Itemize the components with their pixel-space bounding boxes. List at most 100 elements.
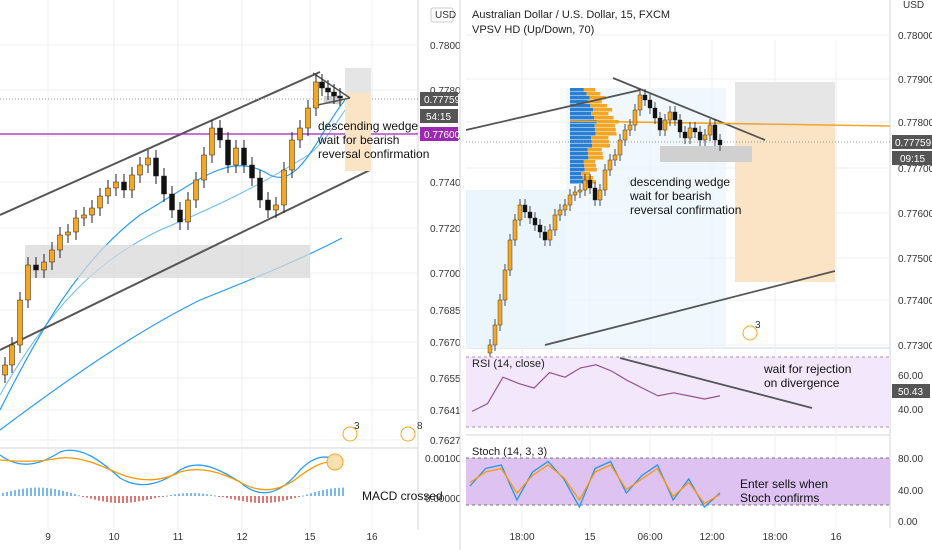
macd-histogram-bar <box>82 496 84 497</box>
rsi-value-tag <box>892 384 930 398</box>
volume-profile-bar-down <box>570 128 596 132</box>
macd-histogram-bar <box>74 494 76 496</box>
volume-profile-bar-up <box>593 116 614 120</box>
volume-profile-bar-down <box>570 172 581 176</box>
left-candle-body <box>121 181 127 191</box>
macd-histogram-bar <box>274 496 276 503</box>
right-y-tick: 0.77700 <box>898 164 932 175</box>
right-upper-trendline <box>465 89 641 131</box>
volume-profile-bar-up <box>583 160 596 164</box>
left-currency-badge[interactable] <box>430 7 454 23</box>
volume-profile-bar-up <box>584 164 596 168</box>
volume-profile-bar-down <box>570 156 589 160</box>
right-x-tick: 06:00 <box>637 532 662 543</box>
right-candle-body <box>567 194 573 206</box>
right-event-badge-icon[interactable] <box>742 325 758 341</box>
right-y-tick: 0.77500 <box>898 254 932 265</box>
projection-box-target <box>345 93 371 171</box>
right-candle-body <box>592 187 598 201</box>
vpsv-label: VPSV HD (Up/Down, 70) <box>472 24 594 36</box>
left-countdown-tag <box>420 109 458 123</box>
event-badge-icon[interactable] <box>342 426 358 442</box>
right-candle-body <box>522 204 528 213</box>
rsi-divergence-line <box>619 357 813 409</box>
left-level-tag-text: 0.77600 <box>424 130 461 141</box>
right-candle-body <box>617 139 623 156</box>
left-candle-body <box>257 177 263 201</box>
macd-histogram-bar <box>78 495 80 497</box>
event-badge-count: 3 <box>354 421 360 432</box>
volume-profile-bar-down <box>570 180 585 184</box>
macd-y-tick: 0.00100 <box>425 454 462 465</box>
stoch-series <box>469 460 721 509</box>
right-candle-body <box>507 239 513 271</box>
right-candle-body <box>672 111 678 121</box>
volume-profile-bar-up <box>581 172 590 176</box>
macd-histogram-bar <box>290 496 292 499</box>
left-candle-body <box>113 181 119 189</box>
macd-histogram-bar <box>186 493 188 496</box>
right-candle-body <box>552 214 558 231</box>
left-y-tick: 0.77400 <box>430 178 467 189</box>
left-candle-body <box>2 364 8 376</box>
right-candle-body <box>607 159 613 171</box>
left-annotation-line-2: wait for bearish <box>317 133 399 147</box>
right-candle-body <box>532 217 538 226</box>
event-badge-icon-2[interactable] <box>400 426 416 442</box>
right-candle-body <box>502 269 508 301</box>
left-candle-body <box>81 214 87 219</box>
left-x-tick: 9 <box>45 532 51 543</box>
left-candle-body <box>25 264 31 301</box>
left-level-tag <box>420 127 458 141</box>
left-candle-body <box>145 157 151 166</box>
left-x-axis: 9 10 11 12 15 16 <box>45 532 378 543</box>
left-candle-body <box>9 344 15 366</box>
right-candle-body <box>637 94 643 111</box>
macd-histogram-bar <box>18 489 20 496</box>
macd-histogram-bar <box>238 496 240 501</box>
macd-histogram-bar <box>330 488 332 496</box>
left-candle-body <box>337 95 343 99</box>
right-candle-body <box>657 117 663 131</box>
volume-profile-bar-up <box>590 104 607 108</box>
left-candle-body <box>185 199 191 223</box>
right-candle-body <box>702 134 708 141</box>
left-candle-body <box>273 204 279 211</box>
macd-histogram-bar <box>46 487 48 496</box>
volume-profile-bar-down <box>570 92 587 96</box>
macd-histogram-bar <box>94 496 96 500</box>
stoch-note-line-2: Stoch confirms <box>740 491 819 505</box>
left-candle-body <box>233 147 239 166</box>
right-candle-body <box>572 191 578 196</box>
macd-histogram-bar <box>310 493 312 496</box>
volume-profile-bar-down <box>570 96 590 100</box>
rsi-line <box>471 364 721 412</box>
volume-profile-bar-down <box>570 136 592 140</box>
right-countdown-tag <box>892 151 932 165</box>
macd-histogram-bar <box>214 495 216 497</box>
volume-profile-bar-up <box>595 132 617 136</box>
macd-histogram-bar <box>130 496 132 503</box>
macd-histogram-bar <box>314 492 316 496</box>
macd-histogram-bar <box>174 494 176 496</box>
macd-histogram-bar <box>218 496 220 497</box>
right-candle-body <box>492 324 498 346</box>
left-candle-body <box>57 234 63 251</box>
event-badge-count-2: 8 <box>417 421 423 432</box>
macd-histogram-bar <box>146 496 148 500</box>
macd-histogram-bar <box>258 496 260 503</box>
right-candle-body <box>542 231 548 241</box>
session-shade-1 <box>466 190 566 348</box>
right-candle-body <box>562 204 568 211</box>
left-candle-body <box>313 81 319 109</box>
right-chart-title: Australian Dollar / U.S. Dollar, 15, FXC… <box>472 9 670 21</box>
macd-histogram-bar <box>206 494 208 496</box>
right-candle-body <box>597 189 603 201</box>
right-candle-body <box>677 119 683 133</box>
macd-histogram-bar <box>170 494 172 496</box>
macd-histogram-bar <box>30 487 32 496</box>
macd-histogram-bar <box>126 496 128 503</box>
left-countdown-text: 54:15 <box>426 112 451 123</box>
stoch-note-line-1: Enter sells when <box>740 477 828 491</box>
right-currency-label: USD <box>903 0 924 11</box>
